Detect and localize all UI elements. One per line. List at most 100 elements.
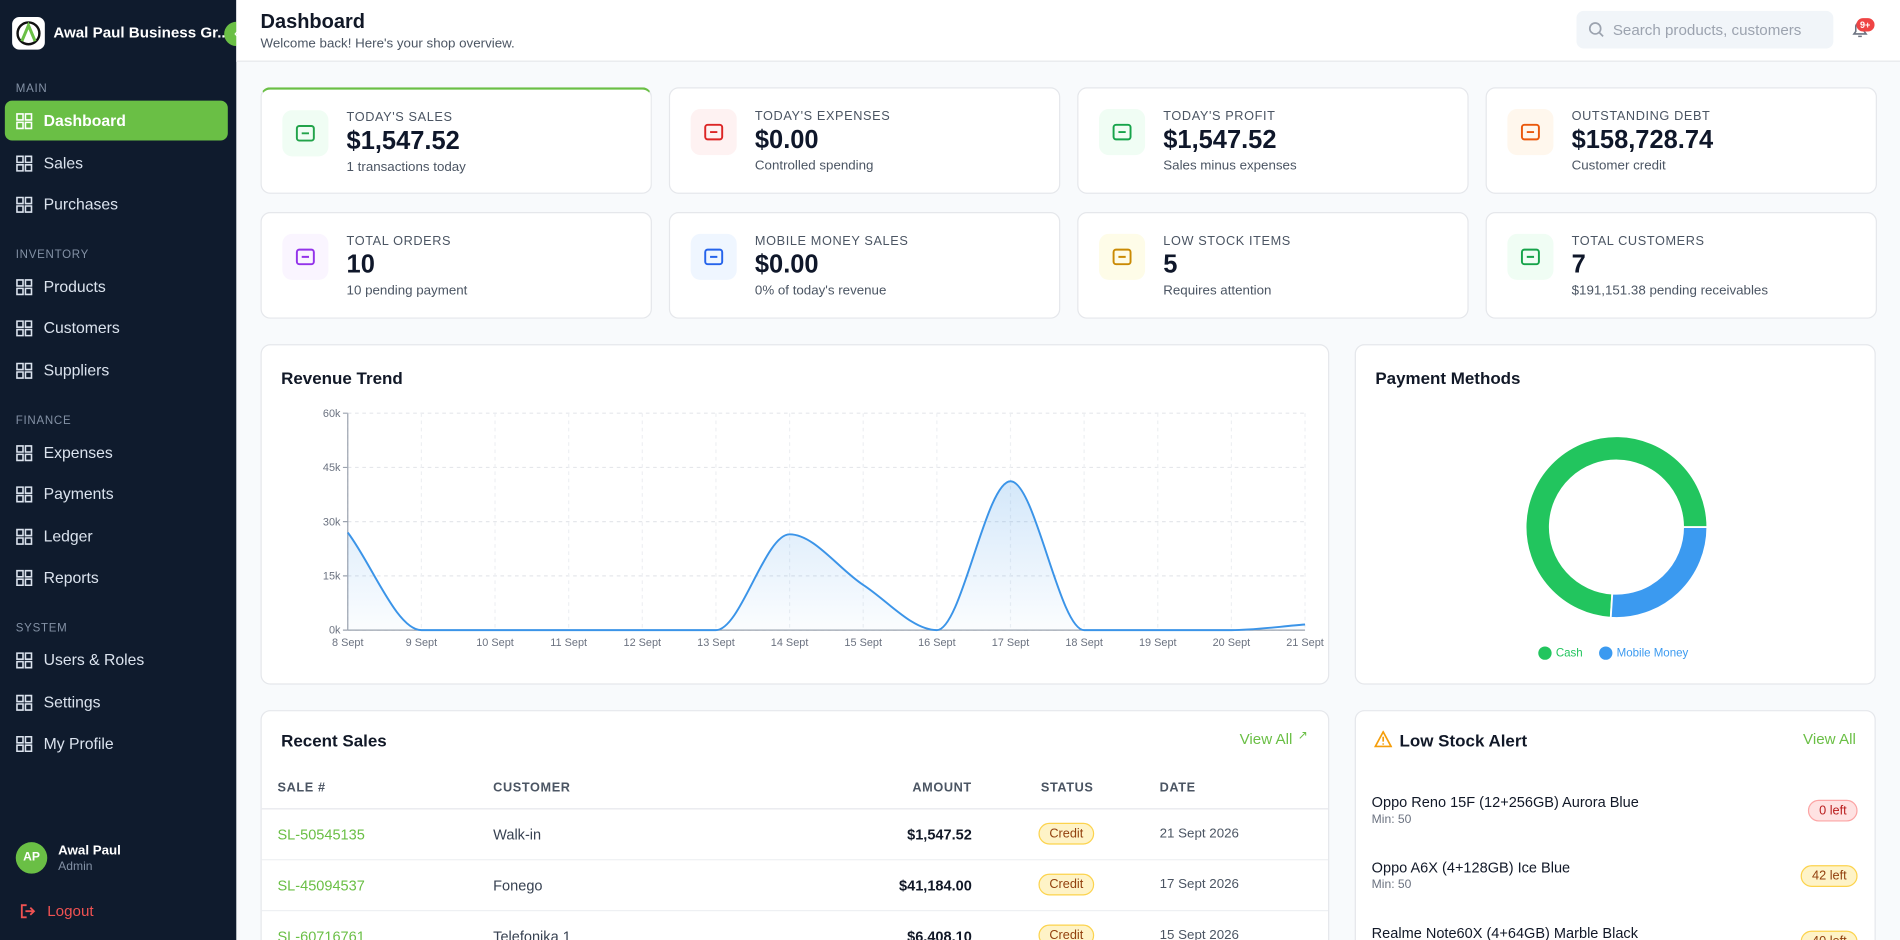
stat-icon-box (690, 233, 737, 280)
x-tick-label: 17 Sept (992, 637, 1030, 649)
nav-text: Reports (43, 568, 99, 587)
sale-link[interactable]: SL-60716761 (277, 928, 365, 940)
stat-card: TODAY'S SALES $1,547.52 1 transactions tod… (260, 87, 652, 194)
table-header: AMOUNT (912, 780, 972, 795)
nav-text: Products (43, 277, 106, 296)
nav-text: Ledger (43, 526, 93, 546)
nav-item[interactable]: Expenses (5, 432, 228, 472)
stat-icon (704, 123, 724, 141)
nav-text: Customers (43, 319, 120, 338)
cell: 17 Sept 2026 (1159, 877, 1239, 892)
stat-icon (1520, 248, 1540, 266)
y-tick-label: 60k (323, 408, 341, 420)
user-name: Awal Paul (58, 843, 121, 858)
nav-text: Payments (43, 484, 114, 504)
stat-icon (704, 248, 724, 266)
avatar: AP (15, 842, 48, 874)
stat-value: 10 (346, 250, 375, 279)
arrow-icon: ↗ (1297, 729, 1308, 743)
stat-label: MOBILE MONEY SALES (754, 233, 909, 249)
stat-icon-box (1507, 109, 1554, 156)
search-placeholder: Search products, customers (1612, 21, 1802, 39)
stat-label: TOTAL CUSTOMERS (1571, 233, 1705, 249)
nav-item[interactable]: Suppliers (5, 350, 228, 390)
brand: Awal Paul Business Gr... (53, 24, 230, 42)
stat-value: 7 (1571, 250, 1586, 279)
table-divider (261, 808, 1329, 810)
x-tick-label: 8 Sept (332, 637, 364, 649)
nav-icon (16, 155, 33, 172)
header: Dashboard Welcome back! Here's your shop… (236, 0, 1900, 62)
x-tick-label: 21 Sept (1286, 637, 1324, 649)
amount: $1,547.52 (907, 826, 972, 844)
x-tick-label: 15 Sept (844, 637, 882, 649)
table-header: DATE (1159, 780, 1196, 795)
view-all-link[interactable]: View All (1803, 730, 1856, 748)
stat-card: LOW STOCK ITEMS 5 Requires attention (1077, 212, 1469, 319)
nav-item[interactable]: Products (5, 266, 228, 306)
sale-link[interactable]: SL-45094537 (277, 877, 365, 895)
stat-icon-box (1099, 109, 1146, 156)
x-tick-label: 19 Sept (1139, 637, 1177, 649)
nav-section-label: SYSTEM (15, 621, 68, 635)
nav-icon (16, 570, 33, 587)
stat-value: $1,547.52 (346, 127, 460, 156)
y-tick-label: 15k (323, 571, 341, 583)
stat-label: TODAY'S SALES (346, 110, 453, 125)
sale-link[interactable]: SL-50545135 (277, 826, 365, 844)
stat-card: TODAY'S EXPENSES $0.00 Controlled spending (668, 87, 1061, 194)
nav-item[interactable]: Ledger (5, 516, 228, 556)
page-title: Dashboard (260, 10, 365, 33)
product-name: Realme Note60X (4+64GB) Marble Black (1371, 924, 1638, 940)
nav-item[interactable]: Users & Roles (5, 640, 228, 680)
nav-text: Purchases (43, 195, 119, 214)
stat-icon (295, 125, 315, 142)
x-tick-label: 16 Sept (918, 637, 956, 649)
nav-item[interactable]: My Profile (5, 724, 228, 764)
stock-badge: 42 left (1801, 865, 1858, 887)
search-box[interactable]: Search products, customers (1576, 10, 1834, 49)
stat-icon-box (282, 233, 329, 280)
x-tick-label: 11 Sept (550, 637, 587, 649)
cell: Telefonika 1 (493, 928, 571, 940)
view-all-link[interactable]: View All (1239, 730, 1293, 748)
nav-item[interactable]: Reports (5, 558, 228, 598)
stat-value: $1,547.52 (1163, 126, 1277, 154)
nav-text: Settings (43, 692, 101, 711)
nav-icon (16, 113, 33, 130)
logout-icon (20, 904, 36, 919)
nav-icon (16, 196, 33, 214)
row-divider (261, 910, 1329, 912)
nav-item[interactable]: Customers (5, 308, 228, 348)
revenue-card: Revenue Trend 0k 15k 30k 45k 60k 8 Sept 9 Sept… (260, 344, 1330, 685)
stock-badge: 0 left (1808, 799, 1858, 822)
stat-value: $158,728.74 (1571, 126, 1714, 154)
stat-icon (1520, 123, 1540, 141)
nav-item[interactable]: Settings (5, 682, 228, 722)
logout[interactable]: Logout (47, 902, 94, 920)
nav-icon (16, 278, 33, 295)
nav-text: Sales (43, 153, 84, 172)
x-tick-label: 20 Sept (1213, 637, 1251, 649)
nav-icon (16, 362, 33, 379)
nav-item[interactable]: Dashboard (4, 100, 228, 141)
nav-text: Suppliers (43, 361, 110, 380)
status-pill: Credit (1038, 822, 1095, 845)
stat-card: MOBILE MONEY SALES $0.00 0% of today's rev… (668, 212, 1061, 319)
low-stock-title: Low Stock Alert (1399, 730, 1528, 751)
nav-item[interactable]: Payments (5, 474, 228, 514)
stat-icon-box (282, 110, 329, 157)
nav-item[interactable]: Purchases (5, 184, 228, 224)
low-stock-card: Low Stock Alert View All Oppo Reno 15F (… (1354, 710, 1876, 940)
x-tick-label: 14 Sept (771, 637, 809, 649)
nav-icon (16, 736, 33, 753)
nav-item[interactable]: Sales (5, 142, 228, 182)
stat-icon-box (1507, 233, 1554, 280)
donut-slice (1524, 435, 1709, 619)
y-tick-label: 30k (323, 516, 341, 528)
product-min: Min: 50 (1371, 813, 1412, 827)
cell: Fonego (493, 877, 543, 895)
search-icon (1588, 22, 1604, 37)
page-subtitle: Welcome back! Here's your shop overview. (260, 36, 515, 51)
